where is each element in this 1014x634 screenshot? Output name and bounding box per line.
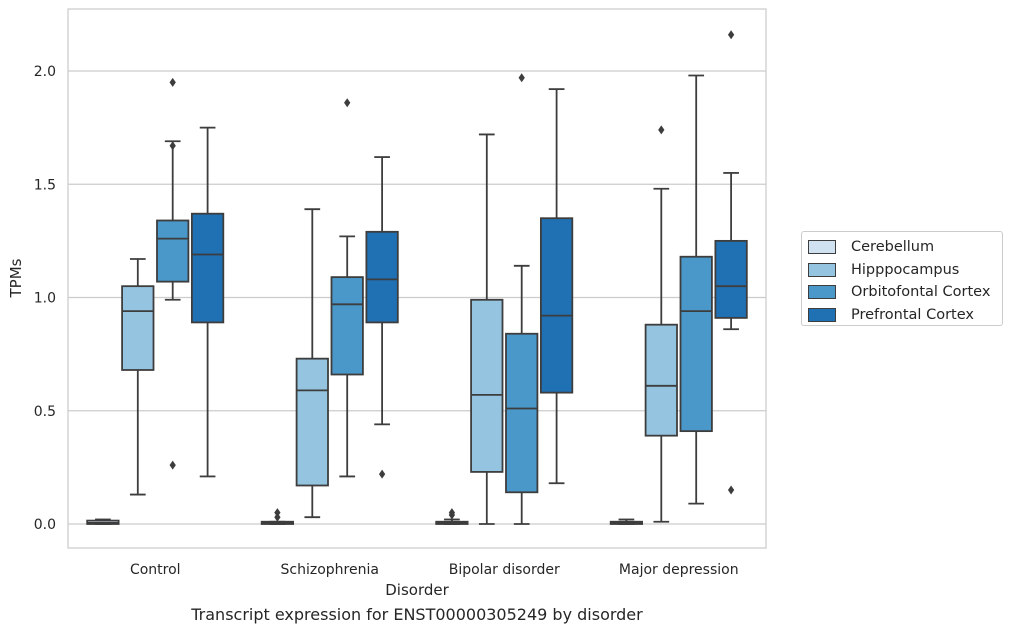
x-tick-label: Major depression: [619, 562, 739, 578]
iqr-box: [365, 230, 399, 324]
box-orbitofontal-cortex: [330, 98, 364, 478]
outlier-point: [727, 485, 735, 495]
tick-labels: 0.0 0.5 1.0 1.5 2.0 Control Schizophrenia Bipol…: [34, 64, 739, 578]
iqr-box: [190, 212, 225, 324]
box-hipppocampus: [644, 125, 678, 523]
legend-swatch: [808, 262, 836, 277]
legend-label: Hipppocampus: [851, 261, 960, 278]
box-hipppocampus: [121, 258, 155, 496]
legend-item: Hipppocampus: [802, 259, 1002, 282]
iqr-box: [121, 285, 155, 371]
box-cerebellum: [435, 508, 469, 525]
iqr-box: [156, 219, 190, 283]
plot-frame: [67, 8, 767, 549]
iqr-box: [679, 255, 713, 433]
box-layer: [86, 30, 748, 525]
y-tick-label: 0.0: [34, 517, 56, 533]
box-prefrontal-cortex: [365, 156, 399, 479]
y-tick-label: 1.5: [34, 177, 56, 193]
y-axis-title: TPMs: [7, 258, 25, 298]
x-tick-label: Control: [130, 562, 181, 578]
legend-label: Orbitofontal Cortex: [851, 284, 991, 301]
box-orbitofontal-cortex: [679, 74, 713, 505]
outlier-point: [169, 141, 176, 151]
outlier-point: [658, 125, 665, 135]
box-prefrontal-cortex: [539, 88, 574, 485]
outlier-point: [169, 77, 176, 87]
iqr-box: [714, 239, 748, 319]
legend-item: Cerebellum: [802, 236, 1002, 259]
legend-item: Prefrontal Cortex: [802, 304, 1002, 327]
outlier-point: [169, 460, 176, 470]
box-orbitofontal-cortex: [505, 73, 539, 525]
iqr-box: [644, 323, 678, 437]
chart-caption: Transcript expression for ENST0000030524…: [191, 605, 643, 624]
outlier-point: [378, 469, 386, 479]
y-tick-label: 0.5: [34, 404, 56, 420]
legend-swatch: [808, 240, 836, 255]
x-axis-title: Disorder: [385, 581, 449, 599]
box-hipppocampus: [470, 133, 504, 525]
outlier-point: [518, 73, 525, 83]
box-prefrontal-cortex: [190, 126, 225, 478]
legend-swatch: [808, 307, 836, 322]
box-cerebellum: [260, 508, 295, 525]
box-cerebellum: [609, 518, 644, 525]
box-hipppocampus: [295, 208, 329, 519]
x-tick-label: Bipolar disorder: [449, 562, 560, 578]
legend-swatch: [808, 285, 836, 300]
box-prefrontal-cortex: [714, 30, 748, 495]
outlier-point: [727, 30, 735, 40]
legend-item: Orbitofontal Cortex: [802, 281, 1002, 304]
iqr-box: [295, 357, 329, 487]
iqr-box: [470, 298, 504, 473]
x-tick-label: Schizophrenia: [281, 562, 379, 578]
iqr-box: [505, 332, 539, 494]
y-tick-label: 2.0: [34, 64, 56, 80]
y-tick-label: 1.0: [34, 291, 56, 307]
iqr-box: [539, 217, 574, 394]
legend: Cerebellum Hipppocampus Orbitofontal Corte…: [801, 231, 1003, 326]
outlier-point: [448, 508, 456, 518]
outlier-point: [344, 98, 351, 108]
legend-label: Cerebellum: [851, 239, 935, 256]
legend-label: Prefrontal Cortex: [851, 306, 974, 323]
outlier-point: [274, 508, 281, 518]
box-cerebellum: [86, 518, 120, 525]
outlier-point: [274, 512, 281, 522]
iqr-box: [330, 276, 364, 376]
box-orbitofontal-cortex: [156, 77, 190, 470]
